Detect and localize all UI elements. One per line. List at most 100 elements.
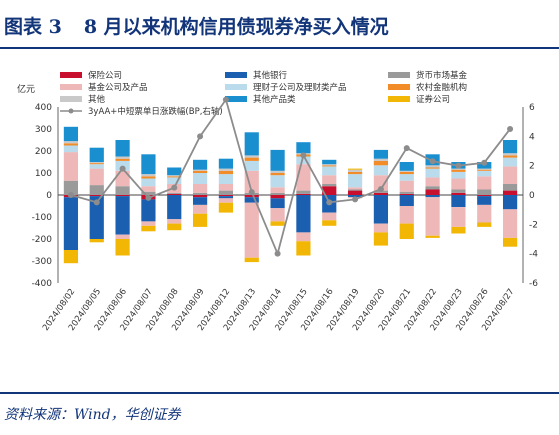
figure-title-text: 8 月以来机构信用债现券净买入情况	[83, 16, 389, 38]
bar-segment	[244, 197, 259, 203]
bar-segment	[63, 250, 79, 264]
bar-segment	[218, 196, 234, 199]
bar-segment	[451, 189, 466, 193]
bar-segment	[322, 159, 337, 165]
bar-segment	[244, 157, 259, 161]
bar-segment	[192, 159, 208, 170]
bar-segment	[451, 192, 466, 195]
footer-divider	[0, 392, 559, 394]
bar-segment	[89, 239, 104, 243]
bar-segment	[451, 169, 466, 172]
bar-segment	[167, 175, 182, 177]
bar-segment	[89, 196, 104, 239]
bar-segment	[373, 175, 389, 191]
bar-segment	[477, 170, 492, 177]
bar-segment	[218, 184, 234, 191]
bar-segment	[270, 208, 285, 222]
bar-segment	[322, 166, 337, 176]
bar-segment	[502, 157, 518, 167]
bar-segment	[347, 174, 363, 188]
bar-segment	[141, 174, 156, 177]
bar-segment	[192, 204, 208, 214]
line-point	[481, 159, 488, 166]
bar-segment	[115, 158, 130, 161]
bar-segment	[347, 168, 363, 170]
bar-segment	[218, 170, 234, 175]
y-tick-left: -400	[32, 279, 53, 289]
bar-segment	[425, 167, 440, 169]
legend-label: 基金公司及产品	[88, 82, 148, 93]
bar-segment	[218, 174, 234, 184]
chart-bars	[63, 126, 518, 264]
x-axis-ticks: 2024/08/022024/08/052024/08/062024/08/07…	[41, 287, 516, 333]
bar-segment	[115, 156, 130, 159]
legend-label: 证券公司	[416, 94, 450, 105]
y-tick-left: -200	[32, 235, 53, 245]
bar-segment	[502, 184, 518, 191]
bar-segment	[425, 186, 440, 190]
bar-segment	[218, 195, 234, 197]
bar-segment	[192, 184, 208, 193]
y-tick-right: 4	[529, 132, 535, 142]
bar-segment	[167, 223, 182, 231]
y-tick-right: -4	[529, 250, 538, 260]
bar-segment	[477, 189, 492, 195]
bar-segment	[296, 241, 311, 256]
bar-segment	[244, 155, 259, 158]
bar-segment	[425, 235, 440, 238]
bar-segment	[399, 170, 414, 172]
bar-segment	[141, 154, 156, 175]
legend-label: 农村金融机构	[416, 82, 467, 93]
bar-segment	[115, 195, 130, 197]
source-note: 资料来源：Wind，华创证券	[4, 407, 181, 423]
bar-segment	[167, 193, 182, 195]
bar-segment	[270, 149, 285, 171]
bar-segment	[477, 169, 492, 171]
chart-line	[67, 96, 514, 257]
bar-segment	[373, 160, 389, 166]
bar-segment	[244, 195, 259, 198]
bar-segment	[167, 167, 182, 176]
bar-segment	[451, 226, 466, 234]
legend-label: 理财子公司及理财类产品	[253, 82, 347, 93]
bar-segment	[451, 207, 466, 227]
legend-label: 其他银行	[253, 70, 288, 81]
y-tick-left: -100	[32, 213, 53, 223]
bar-segment	[502, 166, 518, 184]
bar-segment	[270, 195, 285, 199]
line-point	[429, 158, 436, 165]
bar-segment	[270, 170, 285, 173]
bar-segment	[399, 223, 414, 239]
bar-segment	[270, 192, 285, 195]
y-axis-left-label: 亿元	[17, 83, 35, 95]
bar-segment	[502, 237, 518, 247]
bar-segment	[322, 175, 337, 184]
bar-segment	[270, 221, 285, 226]
bar-segment	[270, 187, 285, 193]
bar-segment	[115, 196, 130, 235]
bar-segment	[296, 156, 311, 165]
bar-segment	[89, 162, 104, 164]
bar-segment	[141, 199, 156, 222]
bar-segment	[425, 177, 440, 187]
bar-segment	[399, 193, 414, 195]
bar-segment	[477, 195, 492, 197]
legend-swatch	[225, 96, 247, 102]
legend-swatch	[60, 72, 82, 78]
bar-segment	[399, 162, 414, 171]
bar-segment	[167, 176, 182, 178]
y-tick-left: 200	[35, 147, 52, 157]
bar-segment	[373, 165, 389, 176]
bar-segment	[115, 140, 130, 157]
line-series	[70, 97, 511, 257]
bar-segment	[89, 195, 104, 197]
bar-segment	[399, 191, 414, 194]
bar-segment	[322, 186, 337, 195]
bar-segment	[347, 169, 363, 172]
y-tick-right: -6	[529, 279, 538, 289]
bar-segment	[192, 173, 208, 184]
line-point	[222, 96, 229, 103]
legend-label: 其他产品类	[253, 94, 296, 105]
